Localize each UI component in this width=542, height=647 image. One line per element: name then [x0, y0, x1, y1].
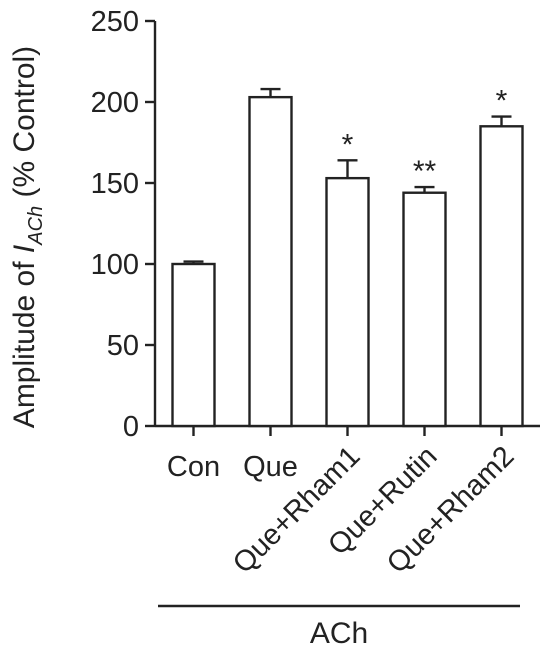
y-tick-label: 50 [107, 330, 139, 362]
bar-que-rutin [402, 191, 447, 428]
bar-que [248, 95, 293, 428]
y-tick-label: 200 [91, 87, 139, 119]
significance-marker: * [342, 128, 354, 161]
bar-que-rham1 [325, 176, 370, 428]
significance-marker: * [496, 85, 508, 118]
y-tick-label: 100 [91, 249, 139, 281]
x-axis [155, 424, 540, 436]
significance-marker: ** [413, 155, 437, 188]
y-tick-label: 0 [123, 411, 139, 443]
bar-que-rham2 [479, 125, 524, 428]
bar-con [171, 262, 216, 428]
y-tick-label: 150 [91, 168, 139, 200]
x-tick-label: Con [167, 451, 220, 483]
y-tick-label: 250 [91, 6, 139, 38]
y-axis-label: Amplitude of IACh (% Control) [8, 46, 47, 428]
y-axis: 0 50 100 150 200 250 [91, 6, 157, 443]
group-label: ACh [310, 617, 368, 647]
bars: **** [171, 85, 524, 428]
x-tick-label: Que [243, 451, 298, 483]
